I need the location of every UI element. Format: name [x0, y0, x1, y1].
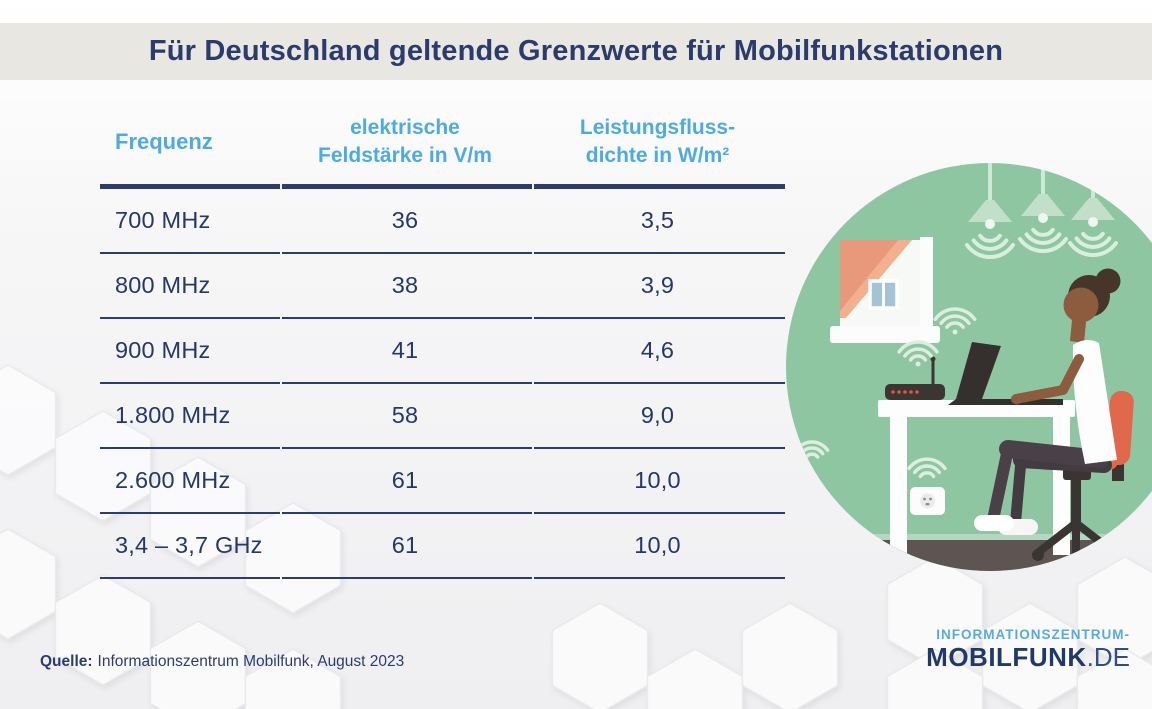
table-header-row: Frequenz elektrische Feldstärke in V/m L… [100, 100, 785, 184]
office-illustration [786, 163, 1152, 571]
logo-line2: MOBILFUNK.DE [926, 641, 1130, 673]
logo-wordmark: MOBILFUNK [926, 641, 1087, 672]
source-text: Informationszentrum Mobilfunk, August 20… [97, 653, 405, 670]
row-rule [100, 447, 785, 449]
field-strength-cell: 38 [391, 272, 419, 298]
logo-line1: INFORMATIONSZENTRUM- [936, 627, 1130, 642]
wifi-waves-icon [1068, 231, 1118, 257]
column-header-field-strength: elektrische Feldstärke in V/m [318, 115, 492, 167]
frequency-cell: 1.800 MHz [115, 402, 231, 428]
source-note: Quelle: Informationszentrum Mobilfunk, Au… [40, 653, 404, 671]
column-header-frequency: Frequenz [115, 129, 213, 155]
frequency-cell: 800 MHz [115, 272, 211, 298]
table-row: 800 MHz 38 3,9 [100, 254, 785, 317]
logo-domain-suffix: .DE [1086, 641, 1130, 672]
table-row: 3,4 – 3,7 GHz 61 10,0 [100, 514, 785, 577]
frequency-cell: 3,4 – 3,7 GHz [115, 532, 263, 558]
power-density-cell: 3,9 [640, 272, 675, 298]
row-rule [100, 382, 785, 384]
frequency-cell: 900 MHz [115, 337, 211, 363]
limits-table: Frequenz elektrische Feldstärke in V/m L… [100, 100, 785, 579]
field-strength-cell: 41 [391, 337, 419, 363]
field-strength-cell: 61 [391, 467, 419, 493]
field-strength-cell: 61 [391, 532, 419, 558]
baseboard [786, 534, 1152, 540]
power-outlet-icon [910, 487, 945, 515]
pendant-lamp-icon [968, 163, 1012, 229]
floor [786, 540, 1152, 571]
power-density-cell: 9,0 [640, 402, 675, 428]
wifi-waves-icon [1018, 227, 1068, 253]
wifi-waves-icon [897, 340, 939, 367]
table-row: 2.600 MHz 61 10,0 [100, 449, 785, 512]
row-rule [100, 252, 785, 254]
table-row: 900 MHz 41 4,6 [100, 319, 785, 382]
field-strength-cell: 58 [391, 402, 419, 428]
row-rule [100, 317, 785, 319]
wifi-waves-icon [965, 233, 1015, 259]
frequency-cell: 700 MHz [115, 207, 211, 233]
power-density-cell: 3,5 [640, 207, 675, 233]
header-rule [100, 184, 785, 189]
wifi-waves-icon [907, 457, 947, 479]
field-strength-cell: 36 [391, 207, 419, 233]
power-density-cell: 10,0 [634, 467, 681, 493]
row-rule [100, 512, 785, 514]
window-view [830, 237, 940, 343]
title-band: Für Deutschland geltende Grenzwerte für … [0, 23, 1152, 80]
person-working [974, 268, 1121, 535]
brand-logo: INFORMATIONSZENTRUM- MOBILFUNK.DE [926, 627, 1130, 672]
table-row: 700 MHz 36 3,5 [100, 189, 785, 252]
router-icon [885, 356, 945, 400]
frequency-cell: 2.600 MHz [115, 467, 231, 493]
power-density-cell: 10,0 [634, 532, 681, 558]
column-header-power-density: Leistungsfluss- dichte in W/m² [579, 115, 736, 167]
wifi-waves-icon [933, 307, 977, 335]
table-row: 1.800 MHz 58 9,0 [100, 384, 785, 447]
pendant-lamp-icon [1021, 163, 1065, 223]
power-density-cell: 4,6 [640, 337, 675, 363]
row-rule [100, 577, 785, 579]
source-label: Quelle: [40, 653, 93, 670]
page-title: Für Deutschland geltende Grenzwerte für … [148, 35, 1004, 67]
